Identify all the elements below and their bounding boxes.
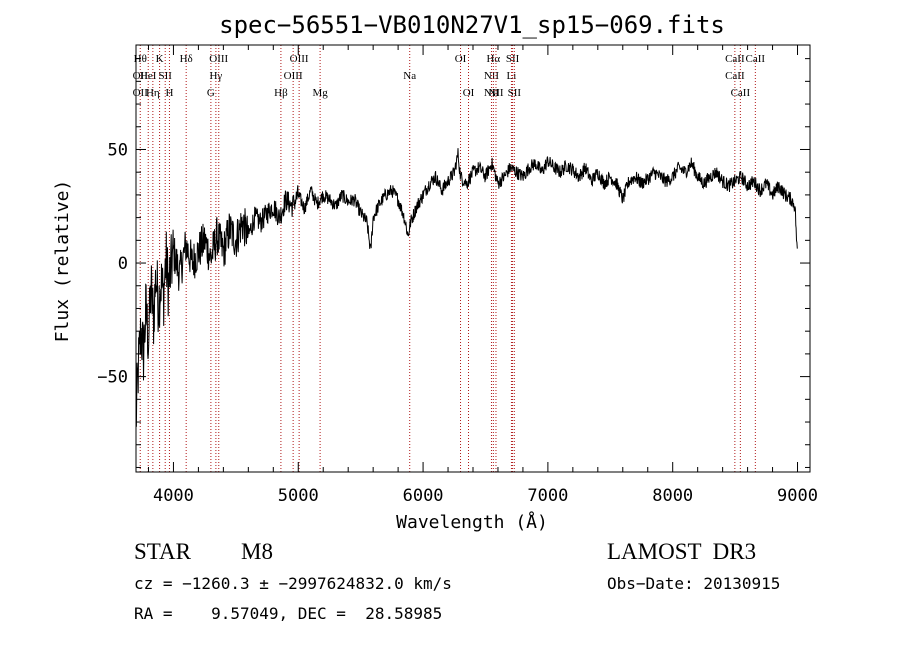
redshift-line: cz = −1260.3 ± −2997624832.0 km/s — [134, 574, 452, 593]
line-label: Hη — [146, 87, 160, 99]
line-label: CaII — [746, 53, 766, 65]
y-tick-label: 0 — [118, 254, 128, 274]
line-label: Hγ — [209, 70, 222, 82]
line-label: SII — [158, 70, 172, 82]
y-tick-label: −50 — [97, 368, 128, 388]
line-label: OI — [463, 87, 475, 99]
x-tick-label: 8000 — [652, 486, 693, 506]
x-tick-label: 9000 — [777, 486, 818, 506]
line-label: CaII — [725, 70, 745, 82]
survey-name: LAMOST DR3 — [607, 539, 757, 564]
line-label: SII — [506, 53, 520, 65]
line-label: OIII — [284, 70, 303, 82]
plot-frame — [135, 44, 811, 473]
line-label: SII — [508, 87, 522, 99]
line-label: H — [165, 87, 173, 99]
spectral-line-markers: HθOIIOIIHeIHηKSIIHHδGHγOIIIHβOIIIOIIIMgN… — [133, 45, 766, 472]
obs-date: Obs−Date: 20130915 — [607, 574, 781, 593]
x-tick-label: 7000 — [527, 486, 568, 506]
x-axis-label: Wavelength (Å) — [396, 511, 548, 533]
ra-dec-line: RA = 9.57049, DEC = 28.58985 — [134, 604, 443, 623]
line-label: G — [207, 87, 215, 99]
line-label: OII — [133, 87, 149, 99]
line-label: HeI — [140, 70, 157, 82]
line-label: Hα — [486, 53, 500, 65]
line-label: Hδ — [180, 53, 193, 65]
chart-title: spec−56551−VB010N27V1_sp15−069.fits — [219, 11, 725, 39]
flux-series-line — [135, 148, 798, 427]
line-label: Na — [403, 70, 416, 82]
x-tick-label: 5000 — [278, 486, 319, 506]
line-label: Li — [507, 70, 517, 82]
x-tick-label: 6000 — [403, 486, 444, 506]
line-label: CaII — [725, 53, 745, 65]
line-label: NII — [488, 87, 504, 99]
object-type: STAR — [134, 539, 191, 564]
axis-ticks: 4000 5000 6000 7000 8000 9000 50 0 −50 — [97, 45, 818, 506]
line-label: OII — [133, 70, 149, 82]
line-label: NII — [484, 70, 500, 82]
x-tick-label: 4000 — [153, 486, 194, 506]
line-label: Hβ — [274, 87, 288, 99]
line-label: OIII — [209, 53, 228, 65]
line-label: K — [156, 53, 164, 65]
line-label: OI — [455, 53, 467, 65]
object-subclass: M8 — [241, 539, 273, 564]
line-label: Mg — [312, 87, 328, 99]
y-axis-label: Flux (relative) — [52, 180, 73, 343]
y-tick-label: 50 — [108, 140, 128, 160]
line-label: CaII — [731, 87, 751, 99]
line-label: OIII — [290, 53, 309, 65]
